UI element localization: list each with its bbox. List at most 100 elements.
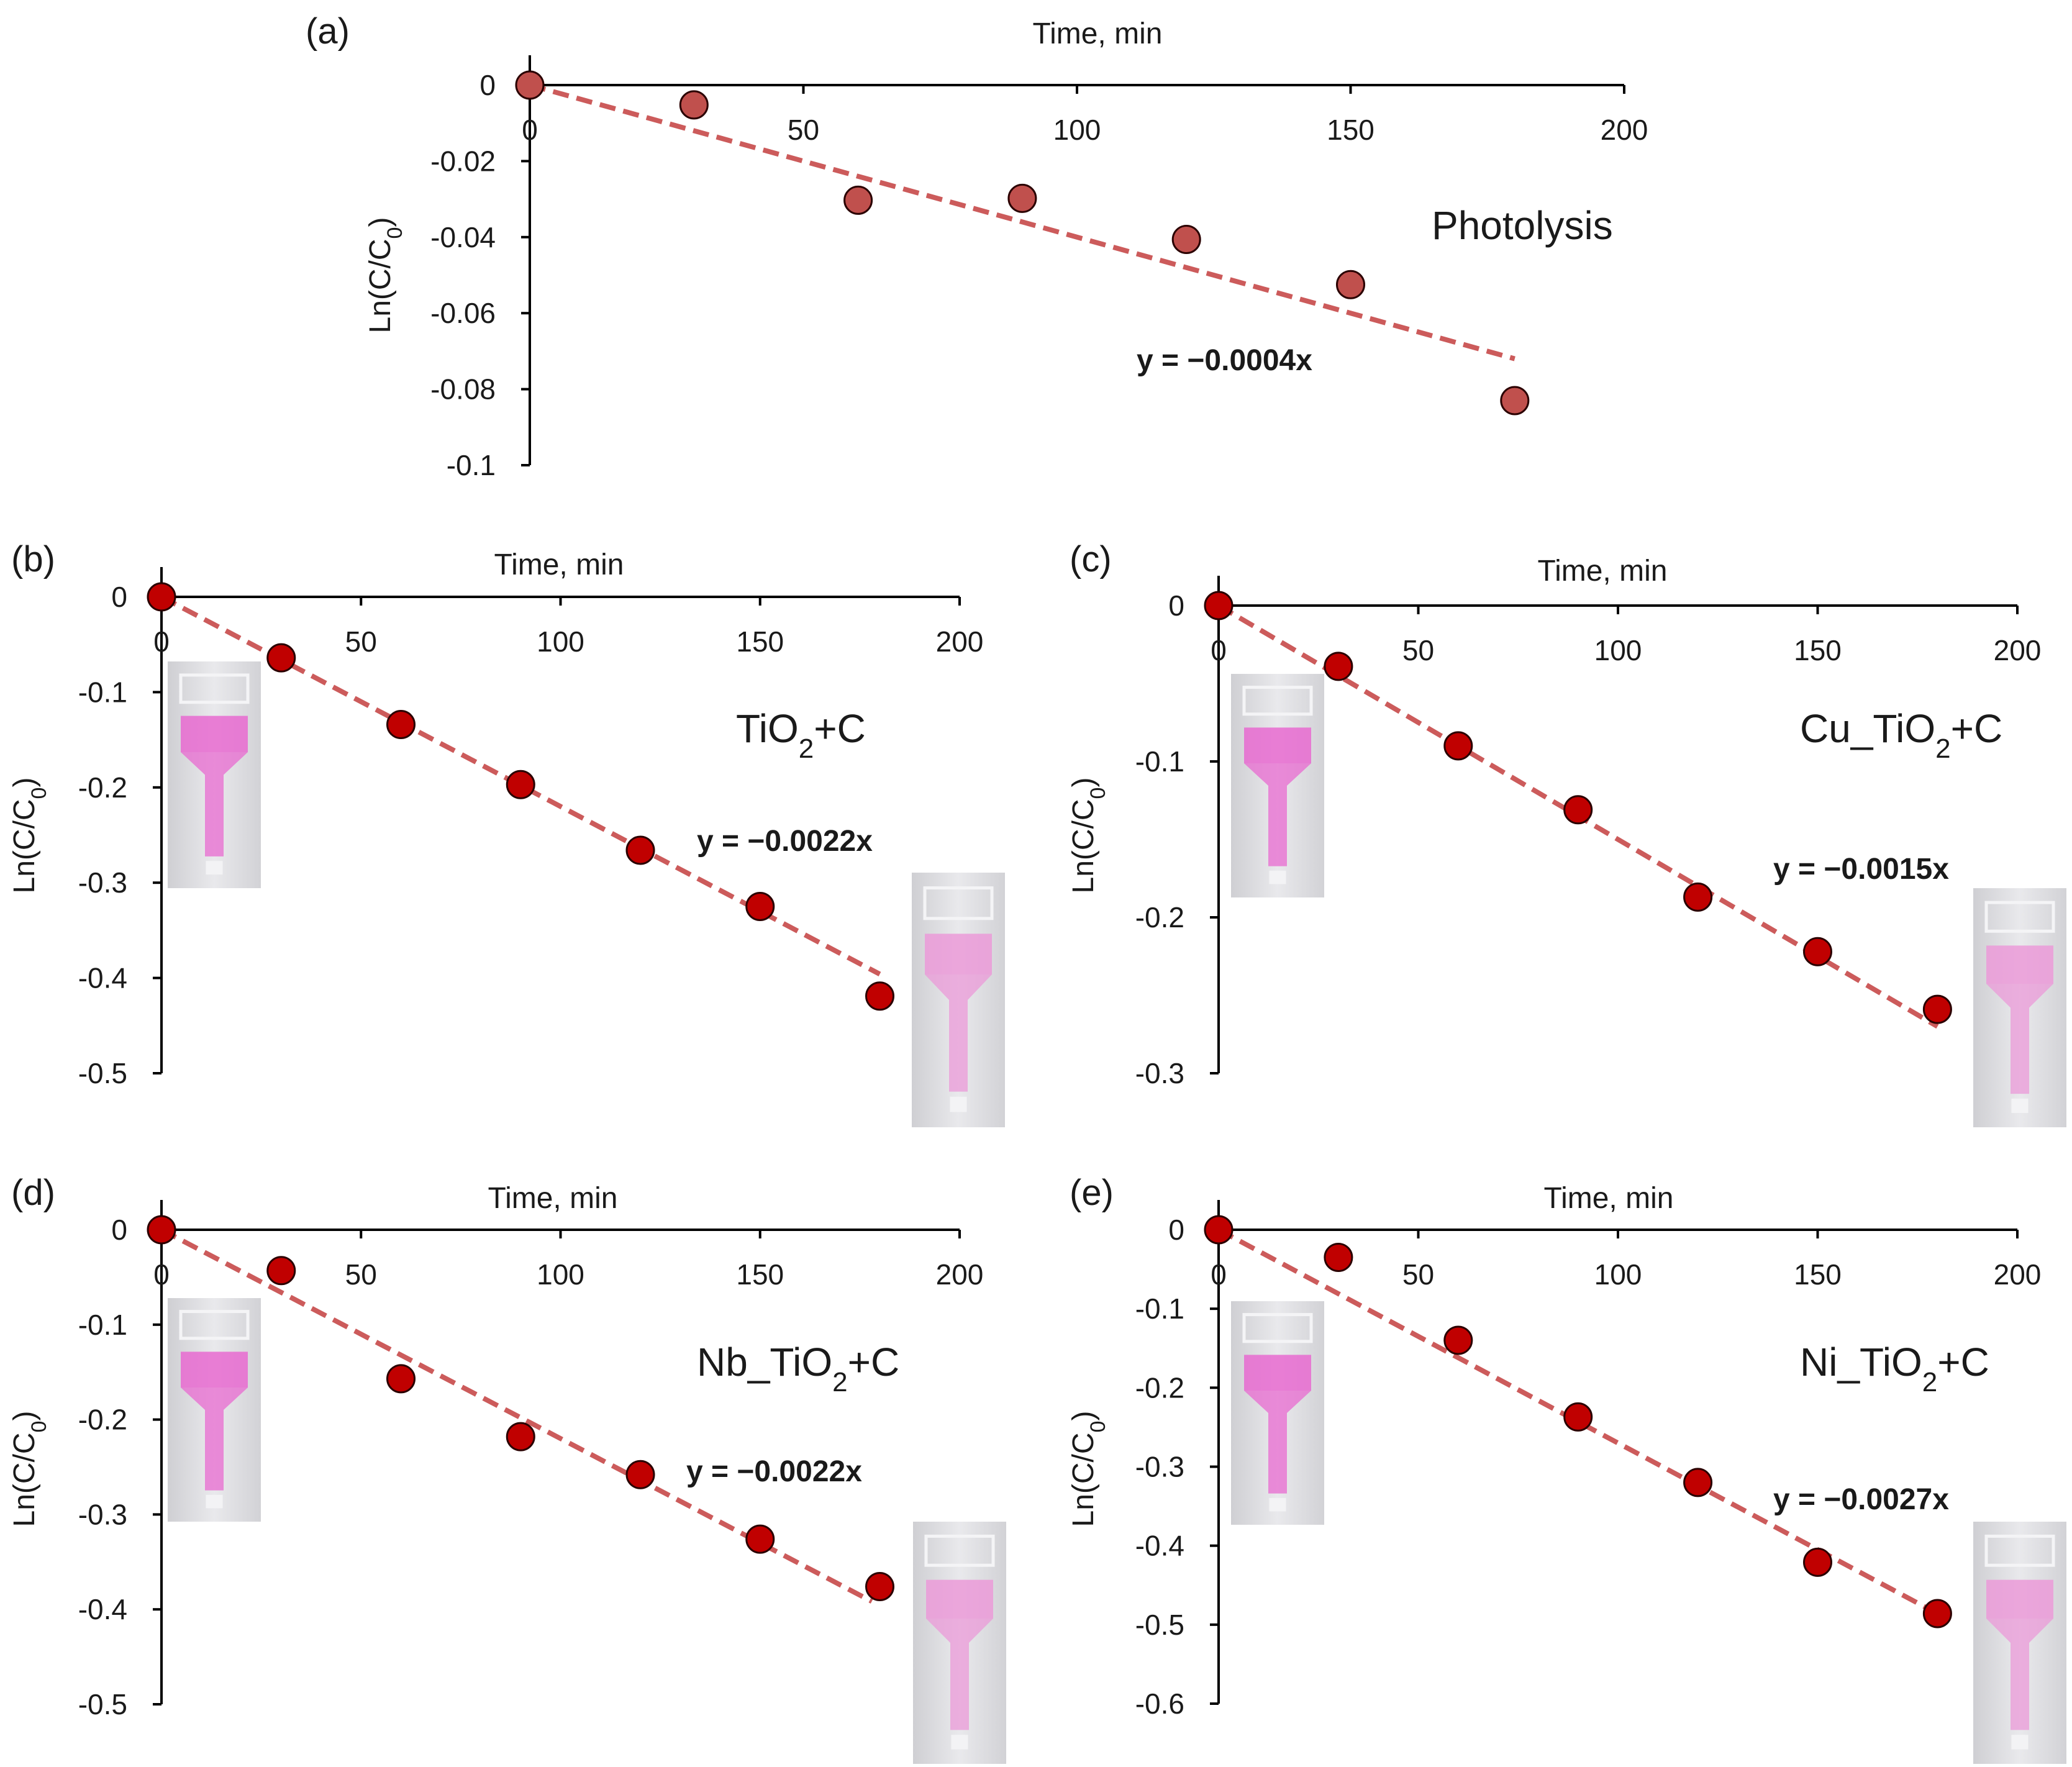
panel-b: 0 50 100 150 200 0 -0.1 -0.2 -0.3 -0.4 -0.5 Time, m… xyxy=(8,539,983,1089)
data-point-e-0 xyxy=(1204,1215,1234,1245)
x-tick-label-a-50: 50 xyxy=(788,114,819,146)
y-tick-label-e-6: -0.6 xyxy=(1135,1688,1184,1720)
data-point-e-5 xyxy=(1803,1547,1832,1577)
y-axis-title-d: Ln(C/C0) xyxy=(8,1411,51,1527)
y-tick-label-d-3: -0.3 xyxy=(78,1498,127,1530)
cuvette-photo-c-1 xyxy=(1231,674,1324,897)
data-point-d-5 xyxy=(745,1524,775,1554)
data-point-c-3 xyxy=(1563,795,1593,825)
data-point-d-6 xyxy=(865,1572,894,1602)
y-axis-title-e: Ln(C/C0) xyxy=(1067,1411,1110,1527)
y-axis-title-a: Ln(C/C0) xyxy=(364,217,407,334)
y-tick-label-b-2: -0.2 xyxy=(78,771,127,804)
data-point-b-0 xyxy=(147,582,176,612)
data-point-d-0 xyxy=(147,1215,176,1245)
y-tick-label-a-0: 0 xyxy=(479,69,496,101)
x-tick-label-a-100: 100 xyxy=(1053,114,1101,146)
x-tick-label-e-0: 0 xyxy=(1211,1258,1227,1291)
panel-label-c: (c) xyxy=(1070,539,1112,579)
x-tick-label-b-200: 200 xyxy=(936,625,984,658)
x-tick-label-d-0: 0 xyxy=(153,1258,170,1291)
cuvette-photo-c-2 xyxy=(1973,888,2066,1127)
trend-equation-b: y = −0.0022x xyxy=(697,825,873,858)
y-tick-label-a-2: -0.04 xyxy=(430,221,496,253)
data-point-a-4 xyxy=(1171,224,1201,254)
data-point-c-6 xyxy=(1922,994,1952,1024)
data-point-b-5 xyxy=(745,892,775,922)
data-point-a-5 xyxy=(1336,270,1365,299)
panel-c: 0 50 100 150 200 0 -0.1 -0.2 -0.3 Time, min Ln(C/C… xyxy=(1067,539,2041,1089)
data-point-d-3 xyxy=(506,1422,535,1451)
cuvette-photo-d-1 xyxy=(168,1298,261,1522)
trend-equation-a: y = −0.0004x xyxy=(1137,344,1312,377)
y-tick-label-b-4: -0.4 xyxy=(78,962,127,994)
y-tick-label-e-4: -0.4 xyxy=(1135,1530,1184,1562)
x-axis-title-d: Time, min xyxy=(488,1182,618,1215)
series-label-b: TiO2+C xyxy=(736,706,866,764)
data-point-e-2 xyxy=(1443,1325,1473,1355)
y-tick-label-e-2: -0.2 xyxy=(1135,1371,1184,1404)
cuvette-photo-b-2 xyxy=(912,873,1005,1127)
y-tick-label-d-1: -0.1 xyxy=(78,1309,127,1341)
x-axis-title-c: Time, min xyxy=(1538,555,1668,588)
y-tick-label-e-5: -0.5 xyxy=(1135,1609,1184,1641)
data-point-c-5 xyxy=(1803,937,1832,966)
trend-equation-e: y = −0.0027x xyxy=(1773,1483,1949,1516)
x-tick-label-e-50: 50 xyxy=(1402,1258,1434,1291)
y-tick-label-a-1: -0.02 xyxy=(430,145,496,177)
x-tick-label-e-200: 200 xyxy=(1994,1258,2042,1291)
data-point-a-6 xyxy=(1500,386,1530,416)
x-tick-label-d-50: 50 xyxy=(345,1258,377,1291)
x-tick-label-c-0: 0 xyxy=(1211,634,1227,666)
data-point-c-1 xyxy=(1324,652,1353,681)
x-tick-label-a-0: 0 xyxy=(522,114,538,146)
series-label-d: Nb_TiO2+C xyxy=(697,1340,899,1397)
x-tick-label-c-150: 150 xyxy=(1794,634,1842,666)
trendline-a xyxy=(529,83,1515,361)
y-tick-label-a-3: -0.06 xyxy=(430,297,496,329)
series-label-a: Photolysis xyxy=(1432,203,1613,248)
y-tick-label-d-4: -0.4 xyxy=(78,1593,127,1625)
y-tick-label-c-2: -0.2 xyxy=(1135,901,1184,933)
data-point-a-0 xyxy=(515,70,545,100)
cuvette-photo-e-2 xyxy=(1973,1522,2066,1764)
y-tick-label-e-1: -0.1 xyxy=(1135,1292,1184,1325)
y-axis-title-c: Ln(C/C0) xyxy=(1067,778,1110,894)
y-tick-label-e-3: -0.3 xyxy=(1135,1451,1184,1483)
x-axis-title-e: Time, min xyxy=(1544,1182,1674,1215)
x-tick-label-b-0: 0 xyxy=(153,625,170,658)
y-tick-label-b-5: -0.5 xyxy=(78,1057,127,1089)
data-point-a-3 xyxy=(1007,183,1037,213)
data-point-b-2 xyxy=(386,710,416,740)
x-tick-label-d-200: 200 xyxy=(936,1258,984,1291)
x-tick-label-a-200: 200 xyxy=(1601,114,1648,146)
trend-equation-d: y = −0.0022x xyxy=(686,1455,862,1488)
cuvette-photo-d-2 xyxy=(913,1522,1006,1764)
data-point-c-2 xyxy=(1443,731,1473,761)
data-point-c-0 xyxy=(1204,591,1234,620)
x-tick-label-e-100: 100 xyxy=(1594,1258,1642,1291)
panel-e: 0 50 100 150 200 0 -0.1 -0.2 -0.3 -0.4 -0.5 -0.6 Tim… xyxy=(1067,1173,2041,1720)
cuvette-photo-e-1 xyxy=(1231,1301,1324,1525)
data-point-a-1 xyxy=(679,90,709,120)
data-point-e-3 xyxy=(1563,1402,1593,1432)
y-tick-label-c-0: 0 xyxy=(1168,589,1184,622)
y-tick-label-d-2: -0.2 xyxy=(78,1404,127,1436)
x-axis-title-b: Time, min xyxy=(494,548,624,581)
data-point-e-4 xyxy=(1683,1468,1713,1497)
x-tick-label-c-100: 100 xyxy=(1594,634,1642,666)
data-point-e-6 xyxy=(1922,1599,1952,1628)
data-point-b-3 xyxy=(506,770,535,799)
data-point-c-4 xyxy=(1683,882,1713,912)
x-tick-label-b-50: 50 xyxy=(345,625,377,658)
cuvette-photo-b-1 xyxy=(168,661,261,888)
panel-a: 0 50 100 150 200 0 -0.02 -0.04 -0.06 -0.08 -0.1 Tim… xyxy=(306,11,1648,481)
panel-label-a: (a) xyxy=(306,11,350,52)
data-point-d-2 xyxy=(386,1364,416,1394)
y-axis-title-b: Ln(C/C0) xyxy=(8,778,51,894)
data-point-a-2 xyxy=(843,185,873,215)
y-tick-label-c-3: -0.3 xyxy=(1135,1057,1184,1089)
x-axis-title-a: Time, min xyxy=(1033,17,1163,50)
data-point-d-4 xyxy=(625,1460,655,1489)
